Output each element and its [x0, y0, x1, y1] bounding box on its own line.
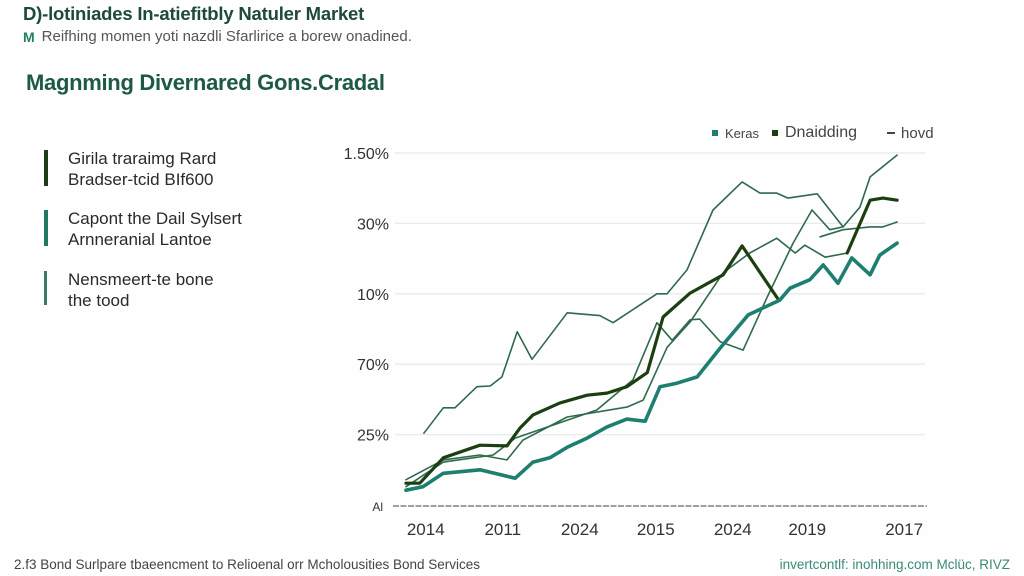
legend-square-icon	[712, 130, 718, 136]
note-text: Girila traraimg Rard Bradser-tcid BIf600	[68, 149, 217, 189]
series-lines	[404, 154, 899, 493]
footer-credit: invertcontlf: inohhing.com Mclüc, RIVZ	[779, 557, 1010, 572]
x-tick-label: 2024	[561, 520, 599, 539]
note-item: Nensmeert-te bone the tood	[44, 269, 242, 311]
note-text: Capont the Dail Sylsert Arnneranial Lant…	[68, 209, 242, 249]
x-tick-label: 2011	[484, 520, 521, 539]
y-tick-label: Al	[372, 500, 383, 514]
series-line-series-d	[819, 221, 898, 238]
legend-label: hovd	[901, 124, 934, 142]
note-accent-bar	[44, 210, 48, 246]
series-line-dnaidding-cont	[845, 196, 899, 255]
series-line-series-b	[405, 237, 849, 481]
chart-legend: Keras Dnaidding hovd	[712, 124, 947, 142]
legend-square-icon	[771, 130, 778, 136]
series-line-hovd	[423, 154, 898, 435]
note-item: Girila traraimg Rard Bradser-tcid BIf600	[44, 148, 242, 190]
note-accent-bar	[44, 271, 47, 305]
note-item: Capont the Dail Sylsert Arnneranial Lant…	[44, 208, 242, 250]
page-title: D)-lotiniades In-atiefitbly Natuler Mark…	[23, 3, 365, 24]
legend-item-hovd[interactable]: hovd	[887, 125, 934, 142]
note-text: Nensmeert-te bone the tood	[68, 270, 214, 310]
y-tick-label: 70%	[357, 357, 389, 374]
y-tick-label: 25%	[357, 428, 389, 445]
series-line-series-c	[405, 209, 844, 488]
footer-source: 2.f3 Bond Surlpare tbaeencment to Relioe…	[14, 557, 481, 572]
legend-item-dnaidding[interactable]: Dnaidding	[771, 124, 858, 142]
series-line-keras	[404, 241, 899, 493]
x-tick-label: 2017	[885, 520, 923, 539]
section-title: Magnming Divernared Gons.Cradal	[26, 70, 385, 95]
x-axis-ticks: 2014 2011 2024 2015 2024 2019 2017	[407, 520, 923, 539]
y-tick-label: 1.50%	[344, 146, 389, 163]
x-tick-label: 2015	[637, 520, 675, 539]
x-tick-label: 2019	[788, 520, 826, 539]
subtitle-row: M Reifhing momen yoti nazdli Sfarlirice …	[23, 28, 412, 45]
brand-m-icon: M	[23, 28, 35, 45]
series-line-dnaidding	[404, 244, 779, 485]
x-tick-label: 2014	[407, 520, 445, 539]
y-tick-label: 10%	[357, 287, 389, 304]
y-tick-label: 30%	[357, 216, 389, 233]
notes-list: Girila traraimg Rard Bradser-tcid BIf600…	[44, 148, 242, 329]
y-axis-ticks: Al 25% 70% 10% 30% 1.50%	[344, 146, 389, 514]
legend-label: Keras	[725, 125, 759, 141]
legend-dash-icon	[887, 132, 896, 134]
note-accent-bar	[44, 150, 48, 186]
page-subtitle: Reifhing momen yoti nazdli Sfarlirice a …	[41, 28, 412, 45]
legend-label: Dnaidding	[784, 124, 858, 141]
legend-item-keras[interactable]: Keras	[712, 126, 759, 141]
x-tick-label: 2024	[714, 520, 752, 539]
